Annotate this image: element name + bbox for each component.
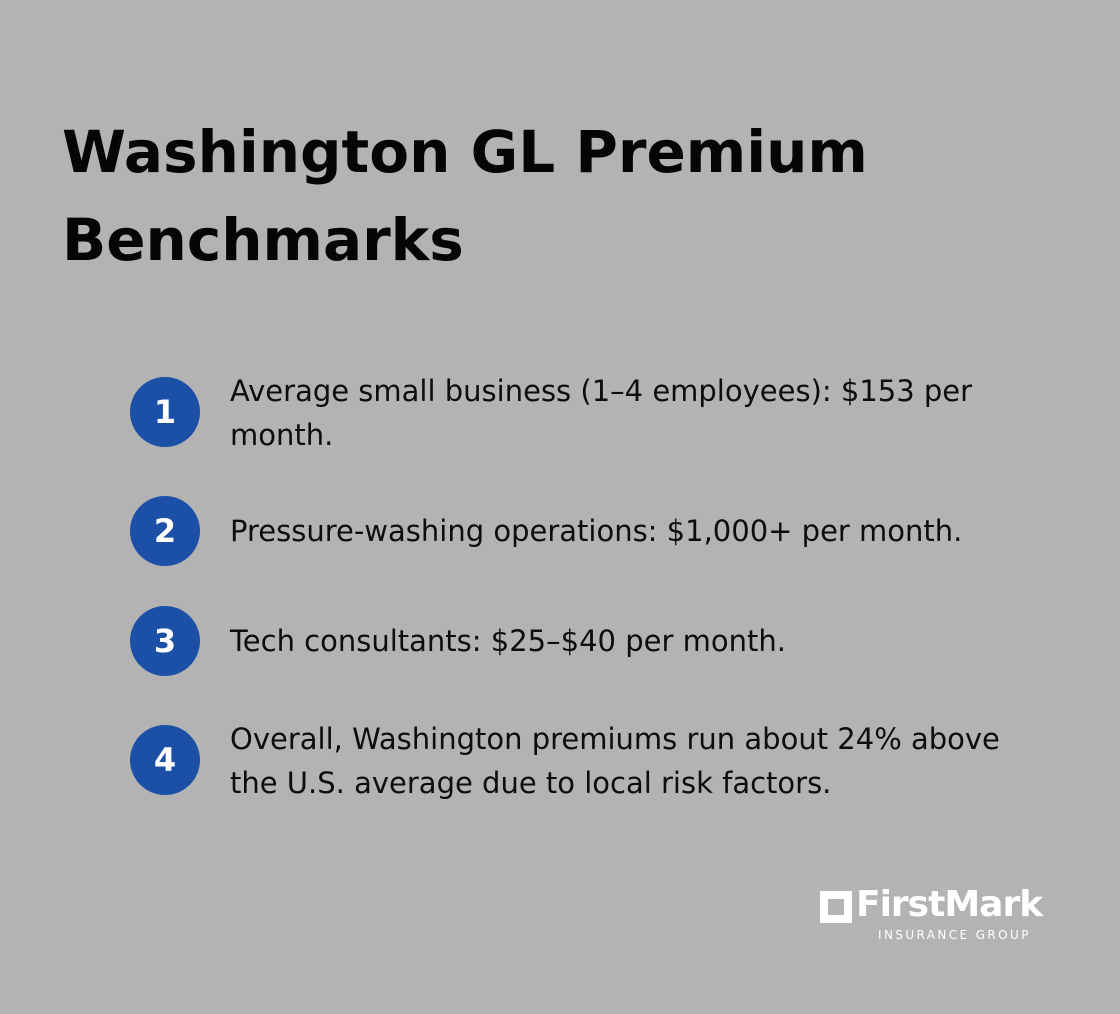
logo-subtitle: INSURANCE GROUP: [878, 928, 1031, 942]
item-text: Overall, Washington premiums run about 2…: [230, 722, 1000, 800]
page-title: Washington GL Premium Benchmarks: [62, 118, 868, 274]
number-badge: 1: [130, 377, 200, 447]
logo-square-icon: [820, 891, 852, 923]
number-badge: 4: [130, 725, 200, 795]
item-text: Average small business (1–4 employees): …: [230, 374, 973, 452]
firstmark-logo: FirstMark INSURANCE GROUP: [820, 884, 1060, 946]
logo-name: FirstMark: [856, 884, 1043, 925]
number-badge: 3: [130, 606, 200, 676]
item-text: Pressure-washing operations: $1,000+ per…: [230, 514, 963, 548]
number-badge: 2: [130, 496, 200, 566]
item-text: Tech consultants: $25–$40 per month.: [230, 624, 786, 658]
